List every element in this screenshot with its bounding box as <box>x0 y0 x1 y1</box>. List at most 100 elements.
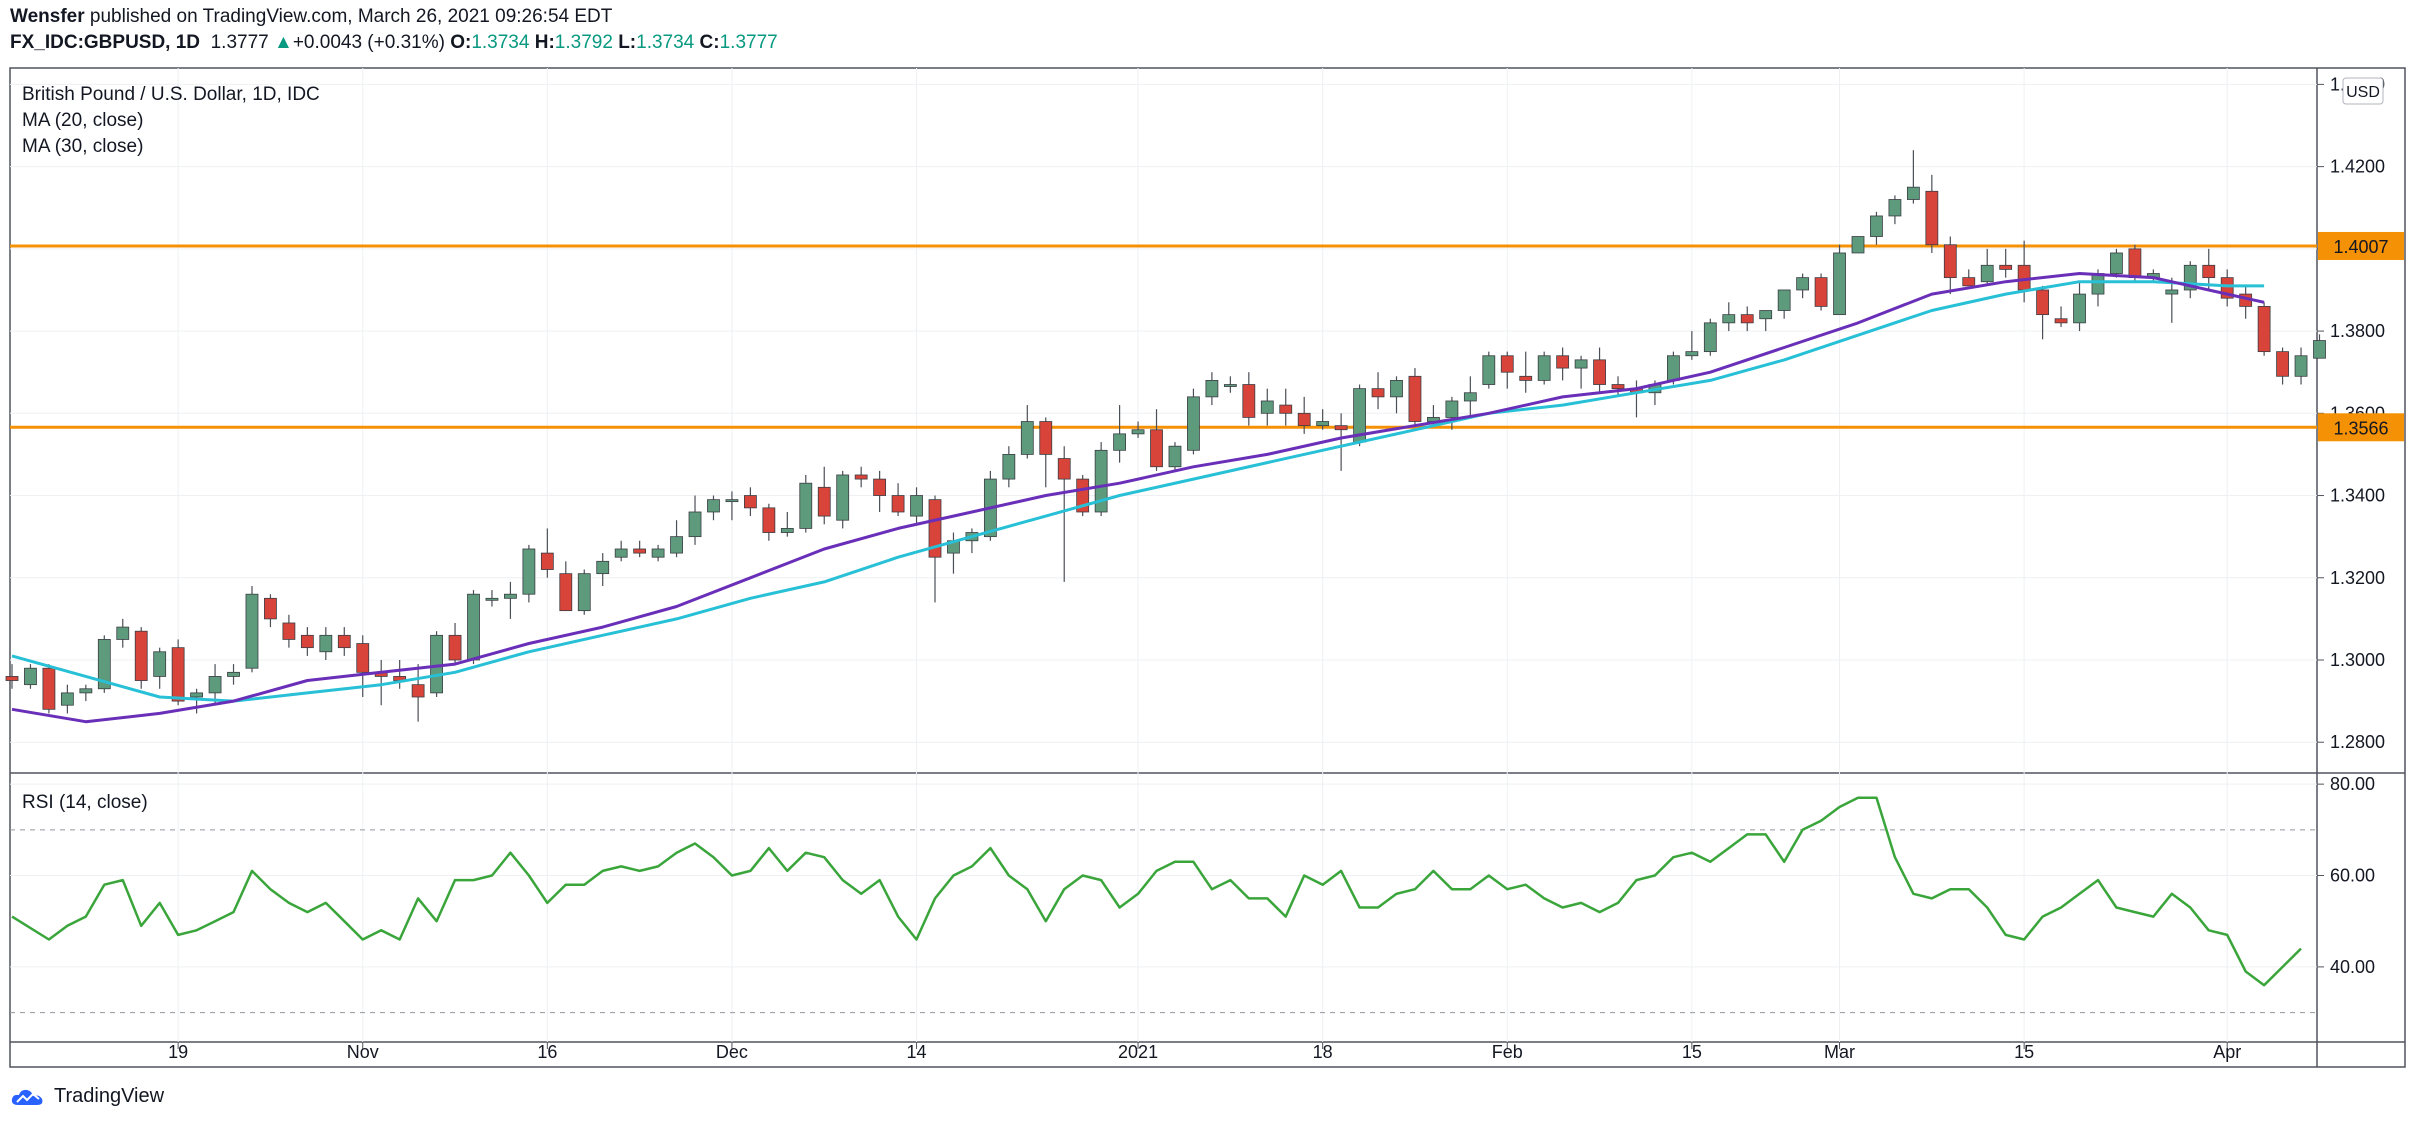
candles[interactable] <box>5 150 2326 722</box>
candle-body[interactable] <box>540 552 554 570</box>
candle-body[interactable] <box>744 495 757 509</box>
candle-body[interactable] <box>42 667 56 710</box>
candle-body[interactable] <box>559 573 573 612</box>
candle-body[interactable] <box>873 478 887 496</box>
candle-body[interactable] <box>1094 449 1108 513</box>
candle-body[interactable] <box>1002 454 1016 480</box>
candle-body[interactable] <box>2294 355 2308 377</box>
candle-body[interactable] <box>264 597 277 620</box>
candle-body[interactable] <box>1482 355 1496 385</box>
candle-body[interactable] <box>2036 289 2049 316</box>
candle-body[interactable] <box>707 499 720 513</box>
candle-body[interactable] <box>780 528 794 533</box>
candle-body[interactable] <box>817 486 831 517</box>
candle-body[interactable] <box>2073 293 2086 324</box>
candle-body[interactable] <box>1519 375 1533 381</box>
candle-body[interactable] <box>134 630 148 681</box>
candle-body[interactable] <box>2017 264 2031 291</box>
candle-body[interactable] <box>1703 322 1717 353</box>
candle-body[interactable] <box>171 647 185 702</box>
legend-rsi[interactable]: RSI (14, close) <box>22 792 148 813</box>
candle-body[interactable] <box>411 684 425 698</box>
candle-body[interactable] <box>1851 236 1865 254</box>
candle-body[interactable] <box>1574 359 1588 369</box>
candle-body[interactable] <box>1740 314 1754 324</box>
candle-body[interactable] <box>2202 264 2216 279</box>
candle-body[interactable] <box>2257 306 2271 353</box>
candle-body[interactable] <box>116 626 130 640</box>
candle-body[interactable] <box>467 593 480 661</box>
candle-body[interactable] <box>153 651 167 677</box>
candle-body[interactable] <box>504 593 517 599</box>
candle-body[interactable] <box>1150 429 1163 468</box>
candle-body[interactable] <box>485 597 499 601</box>
candle-body[interactable] <box>1777 289 1791 311</box>
candle-body[interactable] <box>799 482 813 529</box>
candle-body[interactable] <box>910 495 923 517</box>
candle-body[interactable] <box>928 499 942 558</box>
candle-body[interactable] <box>97 639 111 690</box>
candle-body[interactable] <box>1297 412 1311 427</box>
brand-logo[interactable]: TradingView <box>10 1085 164 1108</box>
candle-body[interactable] <box>1814 277 1828 307</box>
candle-body[interactable] <box>1537 355 1551 381</box>
candle-body[interactable] <box>245 593 259 669</box>
candle-body[interactable] <box>5 676 19 681</box>
candle-body[interactable] <box>854 474 868 480</box>
candle-body[interactable] <box>1223 384 1237 387</box>
candle-body[interactable] <box>1556 355 1570 369</box>
candle-body[interactable] <box>1722 314 1736 324</box>
candle-body[interactable] <box>1371 388 1385 398</box>
candle-body[interactable] <box>1187 396 1200 451</box>
candle-body[interactable] <box>1999 264 2013 270</box>
candle-body[interactable] <box>1408 375 1422 422</box>
candle-body[interactable] <box>282 622 296 640</box>
candle-body[interactable] <box>1445 400 1459 418</box>
candle-body[interactable] <box>1796 277 1810 291</box>
legend-ma20[interactable]: MA (20, close) <box>22 110 143 131</box>
candle-body[interactable] <box>1980 264 1994 283</box>
candle-body[interactable] <box>79 688 93 694</box>
candle-body[interactable] <box>60 692 74 706</box>
candle-body[interactable] <box>1667 355 1680 381</box>
candle-body[interactable] <box>1242 384 1256 418</box>
candle-body[interactable] <box>633 548 647 554</box>
candle-body[interactable] <box>614 548 628 558</box>
candle-body[interactable] <box>1500 355 1514 373</box>
candle-body[interactable] <box>670 536 683 554</box>
candle-body[interactable] <box>300 634 314 649</box>
candle-body[interactable] <box>2165 289 2179 295</box>
candle-body[interactable] <box>891 495 905 513</box>
candle-body[interactable] <box>2128 248 2142 279</box>
candle-body[interactable] <box>1390 380 1403 398</box>
candle-body[interactable] <box>208 676 222 694</box>
candle-body[interactable] <box>651 548 665 558</box>
candle-body[interactable] <box>1205 380 1219 398</box>
candle-body[interactable] <box>725 499 739 503</box>
legend-title[interactable]: British Pound / U.S. Dollar, 1D, IDC <box>22 84 320 105</box>
candle-body[interactable] <box>1131 429 1145 435</box>
horizontal-levels[interactable] <box>10 244 2317 429</box>
candle-body[interactable] <box>1039 421 1053 455</box>
candle-body[interactable] <box>522 548 536 595</box>
candle-body[interactable] <box>337 634 351 649</box>
candle-body[interactable] <box>2313 340 2326 359</box>
candle-body[interactable] <box>2110 252 2123 274</box>
candle-body[interactable] <box>1611 384 1625 390</box>
candle-body[interactable] <box>596 560 610 575</box>
candle-body[interactable] <box>319 634 333 653</box>
candle-body[interactable] <box>1943 244 1957 279</box>
candle-body[interactable] <box>1925 190 1939 246</box>
candle-body[interactable] <box>24 667 37 686</box>
candle-body[interactable] <box>836 474 850 521</box>
currency-badge[interactable] <box>2342 77 2384 105</box>
candle-body[interactable] <box>1316 421 1330 427</box>
candle-body[interactable] <box>430 634 443 694</box>
candle-body[interactable] <box>1685 351 1699 357</box>
candle-body[interactable] <box>1279 404 1293 414</box>
candle-body[interactable] <box>1168 445 1182 468</box>
candle-body[interactable] <box>1593 359 1606 385</box>
candle-body[interactable] <box>762 507 776 533</box>
candle-body[interactable] <box>1759 310 1773 320</box>
candle-body[interactable] <box>1334 425 1348 431</box>
